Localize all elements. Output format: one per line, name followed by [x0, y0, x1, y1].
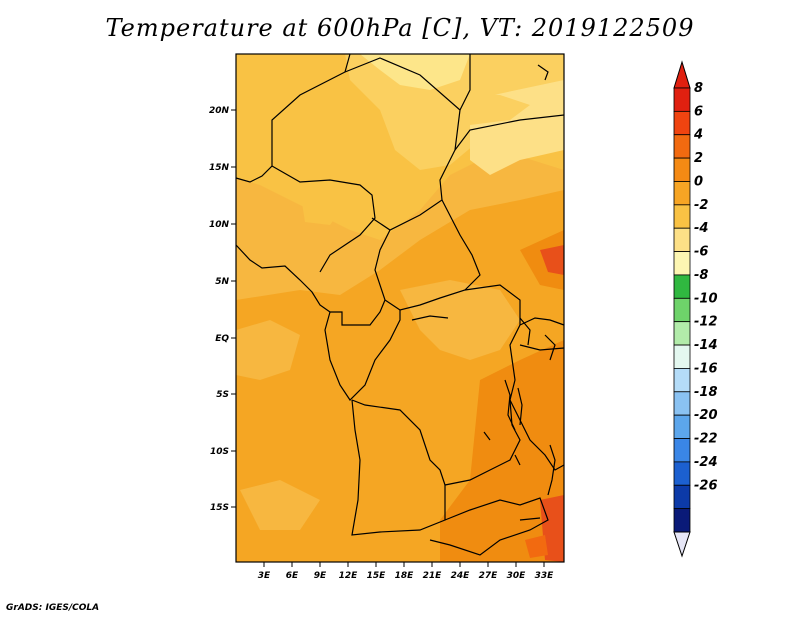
lon-label: 21E — [423, 571, 443, 581]
colorbar-bottom-arrow — [673, 531, 691, 558]
colorbar-label: -12 — [694, 315, 718, 330]
colorbar-label: 8 — [694, 81, 703, 96]
lon-label: 3E — [258, 571, 271, 581]
map-frame — [235, 53, 565, 563]
colorbar-box — [673, 204, 691, 229]
chart-title: Temperature at 600hPa [C], VT: 201912250… — [105, 14, 695, 42]
colorbar-box — [673, 484, 691, 510]
lat-label: 15S — [210, 503, 229, 513]
lat-label: 5N — [215, 277, 229, 287]
colorbar-box — [673, 274, 691, 299]
colorbar-boxes — [673, 87, 691, 533]
lat-label: EQ — [215, 334, 229, 344]
colorbar-labels: 8 6 4 2 0 -2 -4 -6 -8 -10 -12 -14 -16 -18 -20 -22 -24 -26 — [693, 81, 718, 493]
footer-credit: GrADS: IGES/COLA — [6, 603, 100, 613]
colorbar-label: -22 — [694, 432, 718, 447]
colorbar-label: 6 — [694, 104, 703, 119]
lon-label: 27E — [479, 571, 499, 581]
colorbar-box — [673, 181, 691, 206]
colorbar-box — [673, 110, 691, 136]
colorbar-box — [673, 297, 691, 323]
colorbar-box — [673, 134, 691, 159]
lat-label: 20N — [209, 106, 230, 116]
colorbar-box — [673, 87, 691, 112]
lon-label: 24E — [451, 571, 471, 581]
colorbar: 8 6 4 2 0 -2 -4 -6 -8 -10 -12 -14 -16 -18 -20 -22 -24 -26 — [673, 60, 718, 558]
lat-labels: 20N 15N 10N 5N EQ 5S 10S 15S — [209, 106, 230, 513]
lon-label: 18E — [395, 571, 415, 581]
colorbar-box — [673, 368, 691, 393]
colorbar-box — [673, 438, 691, 463]
colorbar-box — [673, 461, 691, 486]
colorbar-label: -20 — [694, 408, 718, 423]
colorbar-label: -8 — [694, 268, 708, 283]
lat-ticks — [231, 109, 236, 508]
lat-label: 10N — [209, 220, 230, 230]
colorbar-label: -2 — [694, 198, 708, 213]
colorbar-label: -18 — [694, 385, 718, 400]
colorbar-box — [673, 227, 691, 252]
temperature-field — [236, 54, 564, 562]
colorbar-box — [673, 321, 691, 346]
lon-label: 12E — [339, 571, 359, 581]
lat-label: 15N — [209, 163, 230, 173]
colorbar-label: -14 — [694, 338, 718, 353]
colorbar-label: -16 — [694, 361, 718, 376]
colorbar-label: -24 — [694, 455, 718, 470]
colorbar-label: -26 — [694, 478, 718, 493]
colorbar-box — [673, 414, 691, 439]
colorbar-label: -10 — [694, 291, 718, 306]
colorbar-label: -4 — [694, 221, 708, 236]
colorbar-box — [673, 391, 691, 416]
colorbar-box — [673, 157, 691, 182]
colorbar-label: 0 — [694, 174, 703, 189]
colorbar-top-arrow — [673, 60, 691, 89]
lon-labels: 3E 6E 9E 12E 15E 18E 21E 24E 27E 30E 33E — [258, 571, 554, 581]
colorbar-label: -6 — [694, 245, 708, 260]
lon-label: 30E — [507, 571, 527, 581]
lon-label: 9E — [314, 571, 327, 581]
lon-ticks — [263, 562, 545, 567]
colorbar-box — [673, 344, 691, 369]
lat-label: 5S — [216, 390, 229, 400]
lon-label: 33E — [535, 571, 555, 581]
lat-label: 10S — [210, 447, 229, 457]
colorbar-box — [673, 508, 691, 533]
colorbar-label: 4 — [693, 128, 703, 143]
colorbar-box — [673, 251, 691, 276]
lon-label: 15E — [367, 571, 387, 581]
colorbar-label: 2 — [694, 151, 703, 166]
country-borders — [235, 53, 565, 556]
lon-label: 6E — [286, 571, 299, 581]
